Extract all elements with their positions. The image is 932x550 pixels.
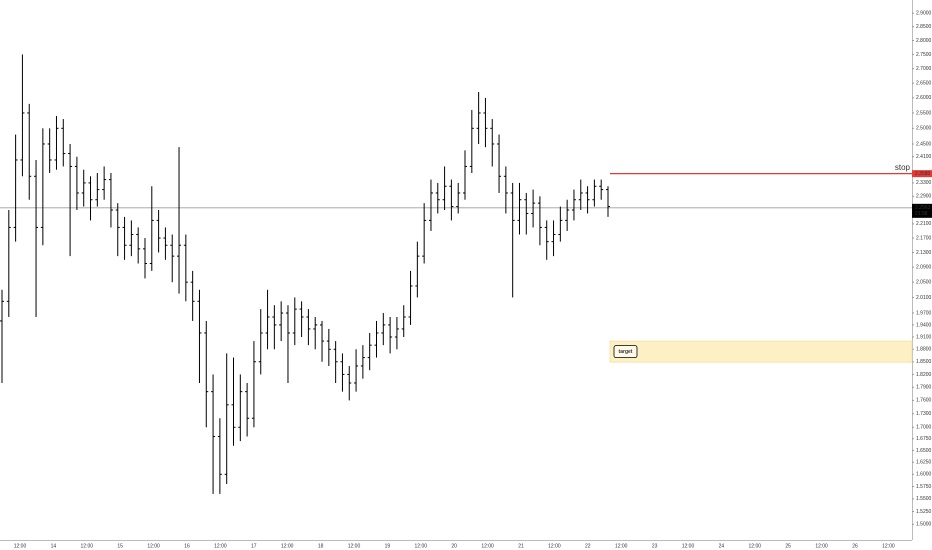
y-tick-label: 2.4500	[916, 141, 932, 147]
last-price-label: 2.2563	[915, 205, 931, 211]
countdown-label: 21:58	[915, 211, 928, 217]
y-tick-label: 2.4100	[916, 154, 932, 160]
y-tick-label: 1.6000	[916, 472, 932, 478]
target-label-box	[613, 345, 638, 359]
x-tick-label: 24	[719, 543, 725, 549]
y-tick-label: 1.8500	[916, 359, 932, 365]
y-tick-label: 1.8200	[916, 372, 932, 378]
x-tick-label: 17	[251, 543, 257, 549]
y-tick-label: 2.7500	[916, 52, 932, 58]
y-tick-label: 1.7900	[916, 385, 932, 391]
y-tick-label: 2.8000	[916, 38, 932, 44]
y-tick-label: 2.0500	[916, 279, 932, 285]
x-tick-label: 12:00	[882, 543, 895, 549]
y-tick-label: 2.9000	[916, 11, 932, 17]
y-tick-label: 2.5000	[916, 126, 932, 132]
y-tick-label: 1.7000	[916, 425, 932, 431]
y-tick-label: 2.1700	[916, 235, 932, 241]
y-tick-label: 2.0900	[916, 265, 932, 271]
stop-price-box	[912, 170, 932, 178]
y-tick-label: 1.5250	[916, 509, 932, 515]
y-tick-label: 1.5500	[916, 496, 932, 502]
x-tick-label: 12:00	[214, 543, 227, 549]
last-price-box	[912, 203, 932, 218]
y-tick-label: 1.6750	[916, 436, 932, 442]
x-tick-label: 21	[518, 543, 524, 549]
target-zone	[609, 340, 913, 363]
y-tick-label: 2.2900	[916, 194, 932, 200]
x-tick-label: 12:00	[682, 543, 695, 549]
target-label: target	[619, 349, 633, 355]
y-tick-label: 1.6250	[916, 460, 932, 466]
y-tick-label: 2.3300	[916, 180, 932, 186]
x-tick-label: 12:00	[281, 543, 294, 549]
x-tick-label: 12:00	[14, 543, 27, 549]
stop-label: stop	[895, 163, 911, 172]
y-tick-label: 1.5000	[916, 522, 932, 528]
y-tick-label: 2.2100	[916, 221, 932, 227]
y-tick-label: 1.5750	[916, 484, 932, 490]
x-tick-label: 12:00	[348, 543, 361, 549]
y-tick-label: 2.7000	[916, 66, 932, 72]
y-tick-label: 1.9100	[916, 334, 932, 340]
y-tick-label: 1.9400	[916, 322, 932, 328]
x-tick-label: 12:00	[481, 543, 494, 549]
x-tick-label: 18	[318, 543, 324, 549]
x-tick-label: 12:00	[147, 543, 160, 549]
y-tick-label: 2.8500	[916, 24, 932, 30]
y-tick-label: 2.6000	[916, 95, 932, 101]
x-tick-label: 23	[652, 543, 658, 549]
x-tick-label: 15	[117, 543, 123, 549]
x-tick-label: 12:00	[415, 543, 428, 549]
y-tick-label: 1.7300	[916, 411, 932, 417]
x-tick-label: 12:00	[548, 543, 561, 549]
x-tick-label: 12:00	[815, 543, 828, 549]
y-tick-label: 1.7600	[916, 398, 932, 404]
stop-price-label: 2.3580	[915, 171, 931, 177]
x-tick-label: 20	[451, 543, 457, 549]
x-tick-label: 16	[184, 543, 190, 549]
x-tick-label: 19	[385, 543, 391, 549]
x-tick-label: 12:00	[615, 543, 628, 549]
y-tick-label: 2.5500	[916, 110, 932, 116]
y-tick-label: 2.1300	[916, 250, 932, 256]
x-tick-label: 14	[51, 543, 57, 549]
x-tick-label: 12:00	[81, 543, 94, 549]
y-tick-label: 1.9700	[916, 310, 932, 316]
y-tick-label: 1.8800	[916, 347, 932, 353]
x-tick-label: 25	[785, 543, 791, 549]
x-tick-label: 22	[585, 543, 591, 549]
y-tick-label: 1.6500	[916, 448, 932, 454]
y-tick-label: 2.0100	[916, 295, 932, 301]
x-tick-label: 12:00	[749, 543, 762, 549]
y-tick-label: 2.6500	[916, 80, 932, 86]
x-tick-label: 26	[852, 543, 858, 549]
